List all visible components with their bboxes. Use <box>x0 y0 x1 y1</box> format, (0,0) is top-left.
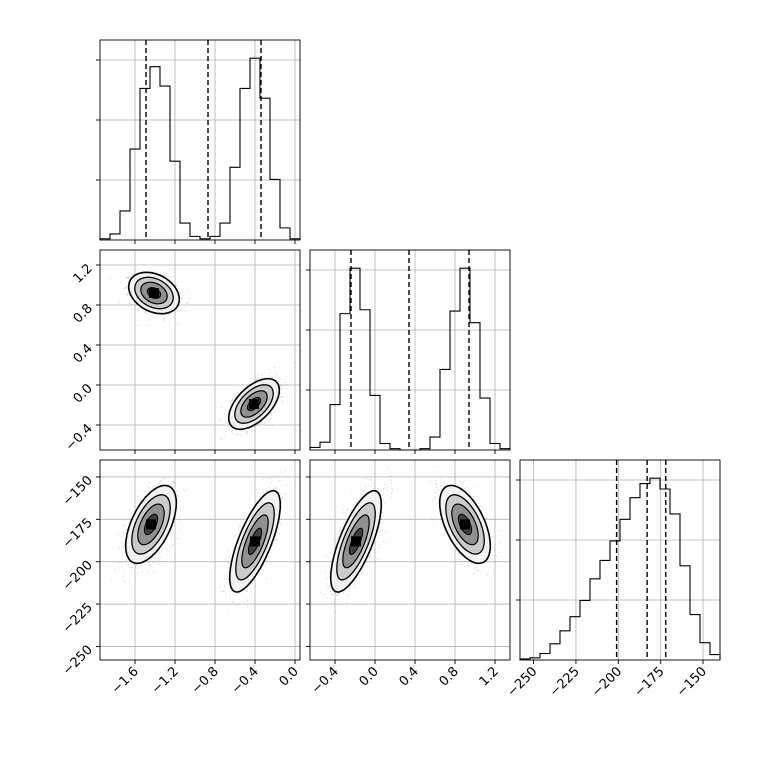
panels: −250 −225 −200 −175 −150−0.40.00.40.81.2−1.6… <box>60 39 721 700</box>
histogram-step <box>519 477 721 660</box>
density-peak <box>146 519 156 530</box>
scatter-content <box>320 460 502 612</box>
scatter-frame <box>99 249 301 451</box>
scatter-frame <box>99 459 301 661</box>
histogram-step <box>99 57 301 240</box>
density-peak <box>351 536 361 547</box>
density-peak <box>460 519 470 530</box>
density-peak <box>149 288 159 298</box>
histogram-frame <box>519 459 721 661</box>
scatter-content <box>111 469 289 612</box>
histogram-panel <box>306 249 511 454</box>
density-peak <box>250 536 260 547</box>
histogram-frame <box>309 249 511 451</box>
scatter-content <box>109 268 295 440</box>
scatter-frame <box>309 459 511 661</box>
histogram-frame <box>99 39 301 241</box>
density-peak <box>249 399 259 409</box>
scatter-panel: −1.6 −1.2 −0.8 −0.4 0.0−250−225−200−175−150 <box>60 459 302 697</box>
histogram-panel <box>96 39 301 244</box>
